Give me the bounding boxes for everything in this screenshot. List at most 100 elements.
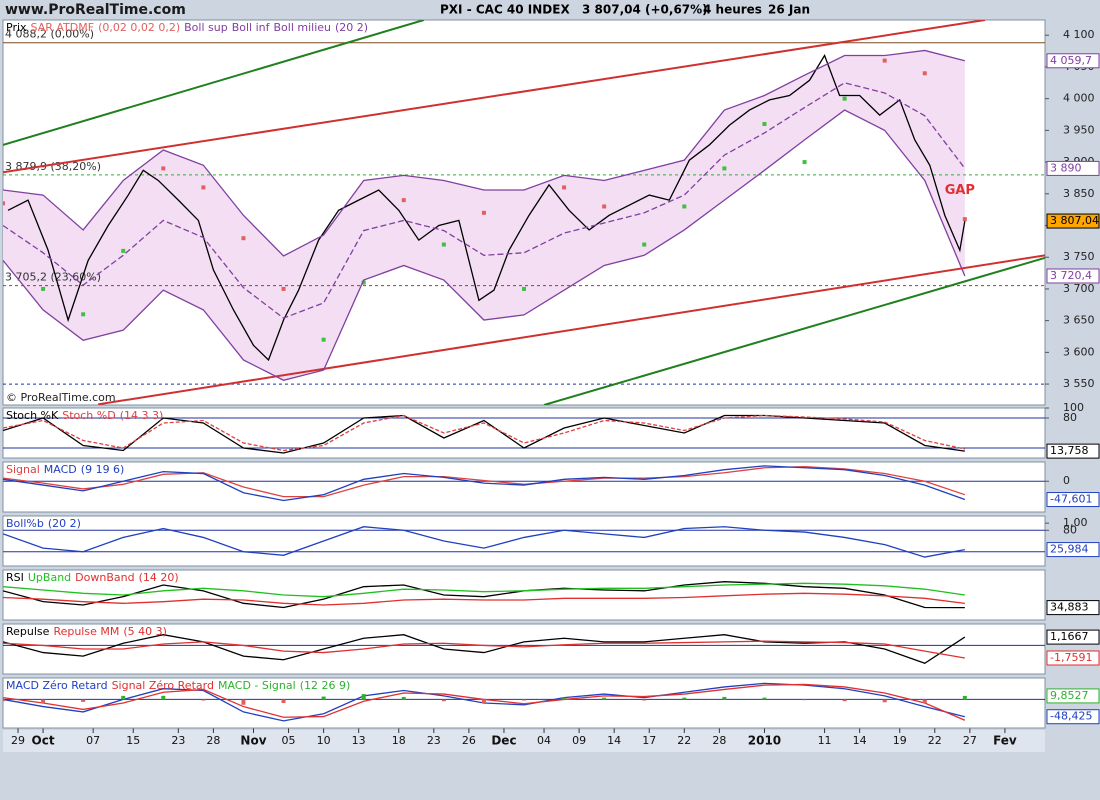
legend-entry: Boll sup <box>184 21 228 34</box>
last-value-label: 34,883 <box>1050 601 1089 614</box>
copyright: © ProRealTime.com <box>6 391 116 404</box>
y-tick-label: 3 850 <box>1063 187 1095 200</box>
last-value-box <box>1046 443 1100 459</box>
y-tick-label: 1,00 <box>1063 516 1088 529</box>
histogram-bar <box>802 699 807 701</box>
series-line <box>3 581 965 609</box>
histogram-bar <box>241 699 246 705</box>
legend-entry: Signal <box>6 463 40 476</box>
last-value-label: 1,1667 <box>1050 630 1089 643</box>
panel-bg <box>2 515 1046 567</box>
sar-dot <box>81 312 86 317</box>
x-tick-label: 09 <box>572 734 586 747</box>
y-tick-label: 80 <box>1063 411 1077 424</box>
y-tick-label: 3 550 <box>1063 377 1095 390</box>
sar-dot <box>3 201 5 206</box>
sar-dot <box>722 166 727 171</box>
x-tick-label: 22 <box>928 734 942 747</box>
trend-line <box>543 256 1045 405</box>
trend-line <box>3 20 425 146</box>
legend-entry: DownBand <box>75 571 134 584</box>
last-value-label: -48,425 <box>1050 710 1092 723</box>
series-line <box>3 109 966 381</box>
legend-params: (14 3 3) <box>120 409 164 422</box>
legend-entry: Repulse <box>6 625 50 638</box>
sar-dot <box>842 96 847 101</box>
x-tick-label: 10 <box>317 734 331 747</box>
histogram-bar <box>522 699 526 701</box>
panel <box>3 526 1045 558</box>
y-tick-label: 100 <box>1063 401 1084 414</box>
legend-entry: Boll inf <box>232 21 271 34</box>
last-value-label: 4 059,7 <box>1050 54 1092 67</box>
histogram-bar <box>361 694 366 700</box>
last-value-box <box>1046 709 1100 725</box>
series-line <box>3 465 966 498</box>
x-tick-label: 28 <box>712 734 726 747</box>
x-tick-label: Dec <box>491 734 516 748</box>
panel-bg <box>2 407 1046 459</box>
y-tick-label: 3 700 <box>1063 282 1095 295</box>
sar-dot <box>481 210 486 215</box>
series-line <box>3 414 965 452</box>
panel-bg <box>2 461 1046 513</box>
panel-bg <box>2 623 1046 675</box>
histogram-bar <box>201 699 206 701</box>
legend-entry: Stoch %D <box>62 409 115 422</box>
x-tick-label: 23 <box>427 734 441 747</box>
series-line <box>3 582 965 598</box>
sar-dot <box>161 166 166 171</box>
legend-entry: Boll%b <box>6 517 44 530</box>
legend-entry: RSI <box>6 571 24 584</box>
series-line <box>3 465 966 502</box>
x-tick-label: 05 <box>282 734 296 747</box>
x-tick-label: 2010 <box>748 734 781 748</box>
last-value-box <box>1046 492 1100 508</box>
panel <box>3 682 1045 722</box>
sar-dot <box>241 236 246 241</box>
series-line <box>7 54 966 362</box>
histogram-bar <box>281 699 286 703</box>
x-tick-label: 19 <box>893 734 907 747</box>
legend-entry: MACD - Signal <box>218 679 296 692</box>
x-tick-label: 11 <box>818 734 832 747</box>
trend-line <box>3 20 986 174</box>
histogram-bar <box>642 699 647 701</box>
histogram-bar <box>602 697 607 700</box>
histogram-bar <box>962 695 967 700</box>
x-tick-label: Oct <box>32 734 55 748</box>
sar-dot <box>602 204 607 209</box>
x-tick-label: 15 <box>126 734 140 747</box>
legend-params: (20 2) <box>48 517 81 530</box>
sar-dot <box>562 185 567 190</box>
x-tick-label: 29 <box>11 734 25 747</box>
level-label: 4 088,2 (0,00%) <box>5 28 94 41</box>
header-date: 26 Jan <box>768 3 810 17</box>
panel <box>3 634 1045 665</box>
level-label: 3 705,2 (23,60%) <box>5 271 101 284</box>
x-tick-label: 27 <box>963 734 977 747</box>
histogram-bar <box>401 696 406 700</box>
histogram-bar <box>81 699 86 702</box>
legend-entry: Repulse MM <box>53 625 119 638</box>
histogram-bar <box>121 695 126 700</box>
sar-dot <box>41 286 46 291</box>
header-last: 3 807,04 (+0,67%) <box>582 3 708 17</box>
legend-entry: MACD Zéro Retard <box>6 679 108 692</box>
sar-dot <box>762 122 767 127</box>
series-line <box>3 82 966 319</box>
series-line <box>3 592 965 606</box>
last-value-box <box>1046 160 1100 176</box>
y-tick-label: 4 100 <box>1063 28 1095 41</box>
sar-dot <box>522 286 526 291</box>
x-tick-label: 07 <box>86 734 100 747</box>
sar-dot <box>321 337 326 342</box>
last-value-label: -1,7591 <box>1050 651 1092 664</box>
last-value-box <box>1046 650 1100 666</box>
y-tick-label: 80 <box>1063 523 1077 536</box>
last-value-label: 13,758 <box>1050 444 1089 457</box>
last-value-label: 3 807,04 <box>1050 214 1099 227</box>
x-tick-label: 23 <box>171 734 185 747</box>
sar-dot <box>682 204 687 209</box>
